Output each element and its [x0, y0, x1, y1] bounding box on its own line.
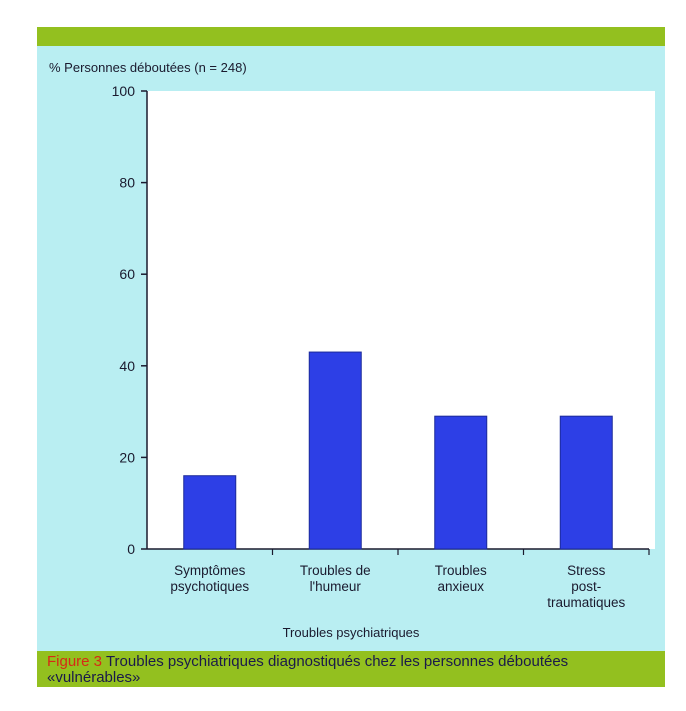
y-axis-title: % Personnes déboutées (n = 248): [49, 60, 247, 75]
y-tick-label: 60: [119, 266, 135, 282]
x-tick-label-line: l'humeur: [310, 579, 362, 594]
x-tick-label-line: anxieux: [437, 579, 484, 594]
x-tick-label: Stress post-traumatiques: [547, 563, 625, 610]
x-tick-label-line: Troubles de: [300, 563, 371, 578]
x-axis-title: Troubles psychiatriques: [282, 625, 420, 640]
bar-chart: 0 20 40 60 80 100 Symptômes psychotiques Trouble…: [112, 83, 655, 610]
y-tick-label: 0: [127, 541, 135, 557]
bar: [183, 475, 237, 550]
x-tick-label-line: traumatiques: [547, 595, 625, 610]
x-tick-label-line: Symptômes: [174, 563, 246, 578]
figure-caption: Figure 3 Troubles psychiatriques diagnos…: [37, 651, 665, 687]
y-tick-label: 80: [119, 175, 135, 191]
figure-panel: % Personnes déboutées (n = 248) 0 20 40 60 8…: [37, 27, 665, 687]
bar: [308, 351, 362, 550]
y-tick-label: 100: [112, 83, 136, 99]
x-tick-label-line: post-: [571, 579, 601, 594]
x-tick-label-line: psychotiques: [170, 579, 249, 594]
bar: [559, 415, 613, 550]
x-tick-label: Troubles anxieux: [435, 563, 487, 594]
x-tick-label-line: Stress: [567, 563, 606, 578]
top-accent-band: [37, 27, 665, 46]
figure-label: Figure 3: [47, 653, 103, 670]
caption-text: Troubles psychiatriques diagnostiqués ch…: [47, 653, 569, 686]
x-tick-label: Symptômes psychotiques: [170, 563, 249, 594]
y-tick-label: 20: [119, 449, 135, 465]
x-tick-label-line: Troubles: [435, 563, 487, 578]
y-tick-label: 40: [119, 358, 135, 374]
x-tick-label: Troubles de l'humeur: [300, 563, 371, 594]
bar: [434, 415, 488, 550]
